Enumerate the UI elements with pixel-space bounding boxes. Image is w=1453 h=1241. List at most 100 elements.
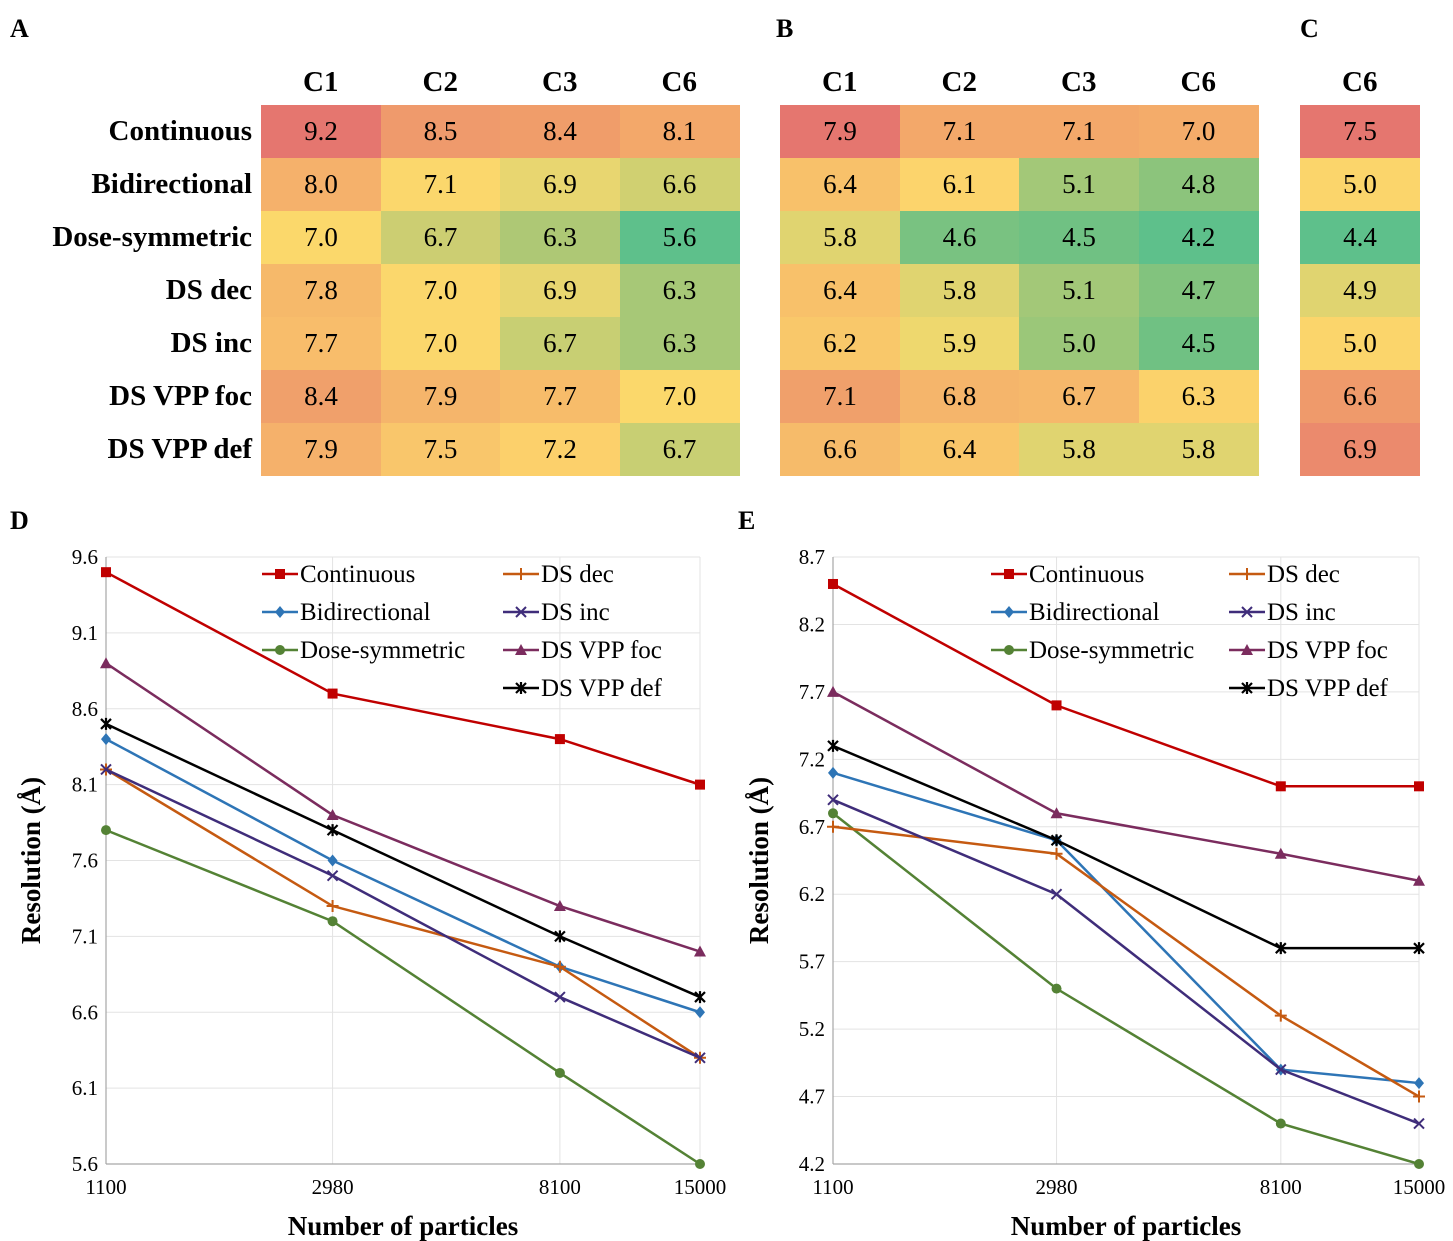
y-tick-label: 4.7 [799, 1085, 825, 1109]
heatmap-cell: 4.9 [1300, 264, 1420, 317]
heatmap-cell: 6.3 [1138, 370, 1259, 423]
series-line [105, 571, 701, 786]
data-point [1275, 781, 1286, 792]
x-tick-label: 1100 [85, 1175, 126, 1199]
legend-item: Dose-symmetric [991, 637, 1194, 664]
heatmap-cell: 7.9 [380, 370, 501, 423]
heatmap-cell: 5.1 [1019, 158, 1139, 211]
y-tick-label: 7.2 [799, 747, 825, 771]
column-header: C2 [941, 66, 977, 98]
row-labels: Continuous Bidirectional Dose-symmetric … [0, 105, 252, 476]
data-point [1050, 834, 1063, 847]
legend-item: Bidirectional [991, 599, 1160, 626]
data-point [1241, 606, 1253, 618]
legend-label: Dose-symmetric [1029, 637, 1194, 664]
heatmap-cell: 9.2 [261, 105, 381, 158]
data-point [1004, 606, 1014, 618]
data-point [1241, 682, 1253, 694]
column-header: C3 [1061, 66, 1097, 98]
data-point [1241, 644, 1253, 655]
y-tick-label: 8.6 [72, 697, 98, 721]
data-point [1413, 1090, 1425, 1103]
legend-label: DS dec [541, 561, 614, 588]
heatmap-cell: 4.4 [1300, 211, 1420, 264]
x-tick-label: 1100 [812, 1175, 853, 1199]
series-line [105, 722, 701, 999]
data-point [327, 854, 338, 867]
row-label: DS VPP def [107, 433, 252, 465]
y-tick-label: 7.1 [72, 924, 98, 948]
heatmap-cell: 6.4 [899, 423, 1020, 476]
column-header: C3 [542, 66, 578, 98]
series-line [832, 771, 1420, 1085]
heatmap-cell: 8.4 [261, 370, 381, 423]
heatmap-cell: 6.4 [780, 158, 900, 211]
heatmap-cell: 6.3 [500, 211, 620, 264]
data-point [1004, 645, 1014, 655]
data-point [326, 900, 339, 913]
series-line [832, 744, 1419, 950]
heatmap-cell: 4.7 [1138, 264, 1259, 317]
legend-label: DS VPP foc [541, 637, 662, 664]
heatmap-cell: 4.6 [899, 211, 1020, 264]
y-tick-label: 6.1 [72, 1076, 98, 1100]
heatmap-cell: 7.1 [1019, 105, 1139, 158]
y-tick-label: 6.7 [799, 815, 825, 839]
legend-item: DS VPP foc [503, 637, 662, 664]
heatmap-cell: 7.0 [380, 264, 501, 317]
data-point [554, 991, 566, 1003]
series-bidirectional [101, 733, 705, 1019]
heatmap-cell: 6.3 [619, 317, 740, 370]
heatmap-c: C6 7.5 5.0 4.4 4.9 5.0 6.6 6.9 [1300, 62, 1421, 476]
panel-label-c: C [1300, 14, 1319, 43]
data-point [515, 568, 527, 580]
data-point [1275, 1063, 1287, 1076]
heatmap-cell: 5.9 [899, 317, 1020, 370]
heatmap-cell: 7.1 [780, 370, 900, 423]
heatmap-cell: 8.0 [261, 158, 381, 211]
data-point [101, 733, 111, 746]
data-point [1414, 1077, 1424, 1090]
heatmap-cell: 5.8 [899, 264, 1020, 317]
data-point [275, 606, 285, 618]
legend-item: DS dec [1229, 561, 1340, 588]
data-point [327, 916, 338, 927]
data-point [553, 960, 566, 973]
series-ds-inc [100, 763, 706, 1064]
series-ds-inc [827, 794, 1425, 1130]
legend-item: DS inc [503, 599, 610, 626]
legend-item: Continuous [991, 561, 1144, 588]
data-point [515, 644, 527, 655]
heatmap-cell: 6.3 [619, 264, 740, 317]
heatmap-cell: 5.8 [1138, 423, 1259, 476]
legend-item: DS VPP def [503, 675, 663, 702]
y-tick-label: 9.1 [72, 621, 98, 645]
y-axis-label: Resolution (Å) [16, 777, 46, 944]
panel-label-d: D [10, 506, 29, 535]
heatmap-cell: 5.1 [1019, 264, 1139, 317]
data-point [695, 1159, 705, 1169]
heatmap-cell: 6.7 [380, 211, 501, 264]
y-tick-label: 5.7 [799, 950, 825, 974]
heatmap-cell: 7.5 [380, 423, 501, 476]
data-point [101, 567, 111, 578]
heatmap-cell: 6.4 [780, 264, 900, 317]
legend-item: DS dec [503, 561, 614, 588]
column-header: C1 [303, 66, 339, 98]
series-ds-vpp-def [100, 717, 706, 1004]
heatmap-cell: 6.2 [780, 317, 900, 370]
data-point [1051, 983, 1062, 994]
heatmap-cell: 7.5 [1300, 105, 1420, 158]
series-ds-vpp-def [827, 739, 1425, 955]
x-tick-label: 8100 [1260, 1175, 1302, 1199]
data-point [827, 739, 839, 752]
row-label: DS dec [165, 274, 252, 306]
y-tick-label: 8.2 [799, 612, 825, 636]
heatmap-cell: 5.6 [619, 211, 740, 264]
legend-label: Bidirectional [300, 599, 431, 626]
y-axis-label: Resolution (Å) [744, 777, 774, 944]
heatmap-cell: 7.7 [500, 370, 620, 423]
row-label: DS VPP foc [109, 380, 252, 412]
y-tick-label: 9.6 [72, 545, 98, 569]
data-point [1275, 942, 1287, 955]
